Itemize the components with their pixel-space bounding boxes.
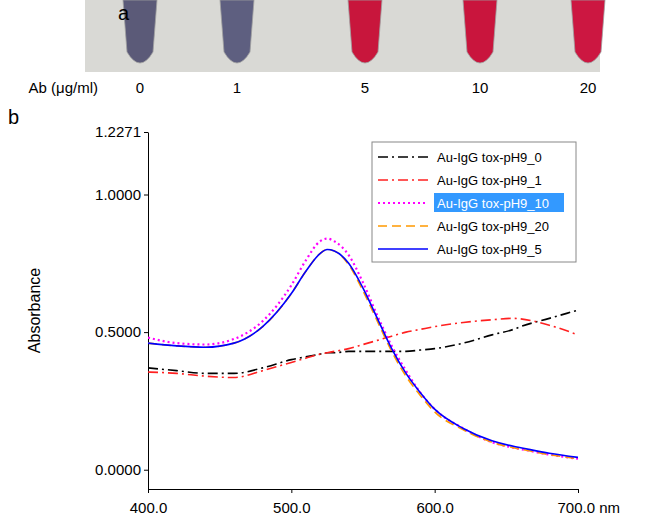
legend-box: [372, 142, 576, 262]
x-tick: 500.0: [273, 489, 311, 516]
tube: [348, 0, 382, 63]
x-tick-mark: [578, 489, 579, 493]
tube: [463, 0, 497, 63]
legend-label: Au-IgG tox-pH9_5: [437, 242, 542, 257]
plot-area: [148, 239, 578, 459]
y-tick-label: 1.2271: [95, 123, 141, 140]
y-tick-mark: [144, 132, 148, 133]
y-tick-mark: [144, 195, 148, 196]
tube: [220, 0, 254, 63]
legend: Au-IgG tox-pH9_0 Au-IgG tox-pH9_1 Au-IgG t…: [372, 142, 576, 262]
x-tick: 700.0 nm: [558, 489, 621, 516]
concentration-label: 0: [136, 79, 144, 96]
y-tick-label: 0.0000: [95, 461, 141, 478]
x-axis: 400.0 500.0 600.0 700.0 nm: [130, 489, 620, 516]
y-tick-mark: [144, 470, 148, 471]
y-tick-label: 0.5000: [95, 323, 141, 340]
legend-label: Au-IgG tox-pH9_0: [437, 150, 542, 165]
legend-swatch: [378, 225, 428, 227]
y-tick: 0.0000: [95, 461, 148, 478]
legend-label: Au-IgG tox-pH9_10: [437, 196, 549, 211]
photo-panel: 0 1 5 10 20 Ab (μg/ml) a: [29, 0, 606, 96]
legend-swatch: [378, 179, 428, 181]
x-tick-mark: [435, 489, 436, 493]
y-axis-title: Absorbance: [26, 268, 43, 353]
x-axis-line: [149, 489, 579, 490]
x-tick: 600.0: [416, 489, 454, 516]
concentration-label: 20: [580, 79, 597, 96]
y-tick-mark: [144, 332, 148, 333]
x-tick: 400.0: [130, 489, 168, 516]
y-axis-line: [148, 133, 149, 490]
legend-label: Au-IgG tox-pH9_20: [437, 219, 549, 234]
x-tick-label: 600.0: [416, 499, 454, 516]
x-tick-mark: [148, 489, 149, 493]
y-tick: 0.5000: [95, 323, 148, 340]
legend-swatch: [378, 202, 428, 204]
x-tick-label: 500.0: [273, 499, 311, 516]
y-tick: 1.0000: [95, 186, 148, 203]
tube: [571, 0, 605, 63]
legend-swatch: [378, 156, 428, 158]
legend-highlight: [434, 193, 564, 212]
panel-label: a: [118, 2, 130, 24]
panel-label: b: [8, 106, 19, 128]
concentration-label: 5: [361, 79, 369, 96]
x-tick-mark: [291, 489, 292, 493]
legend-label: Au-IgG tox-pH9_1: [437, 173, 542, 188]
series-line: [148, 239, 578, 459]
x-tick-label: 400.0: [130, 499, 168, 516]
figure: 0 1 5 10 20 Ab (μg/ml) a b 400.0 500.0 600.0 700.0 …: [0, 0, 647, 527]
y-axis: 0.0000 0.5000 1.0000 1.2271: [95, 123, 148, 489]
series-line: [148, 250, 578, 458]
legend-swatch: [378, 248, 428, 250]
concentration-label: 10: [472, 79, 489, 96]
photo-background: [85, 0, 600, 72]
y-tick: 1.2271: [95, 123, 148, 140]
concentration-label: 1: [233, 79, 241, 96]
x-tick-label: 700.0 nm: [558, 499, 621, 516]
photo-axis-label: Ab (μg/ml): [29, 79, 99, 96]
y-tick-label: 1.0000: [95, 186, 141, 203]
series-line: [148, 318, 578, 377]
series-line: [148, 310, 578, 373]
series-line: [148, 250, 578, 459]
